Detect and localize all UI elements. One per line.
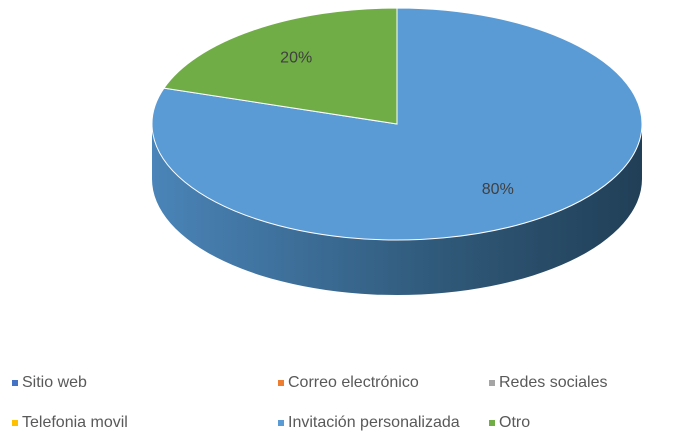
data-label: 20% bbox=[280, 50, 312, 67]
legend-marker bbox=[278, 380, 284, 386]
legend-marker bbox=[12, 420, 18, 426]
pie-side bbox=[152, 124, 642, 295]
pie-slice bbox=[151, 7, 643, 241]
legend-label: Otro bbox=[499, 414, 530, 431]
legend-marker bbox=[278, 420, 284, 426]
legend-label: Telefonia movil bbox=[22, 414, 128, 431]
legend-label: Sitio web bbox=[22, 374, 87, 391]
legend-marker bbox=[489, 420, 495, 426]
legend-marker bbox=[489, 380, 495, 386]
legend-marker bbox=[12, 380, 18, 386]
data-label: 80% bbox=[482, 181, 514, 198]
pie-slice bbox=[163, 7, 398, 125]
legend-label: Redes sociales bbox=[499, 374, 608, 391]
legend-label: Invitación personalizada bbox=[288, 414, 460, 431]
legend-label: Correo electrónico bbox=[288, 374, 419, 391]
